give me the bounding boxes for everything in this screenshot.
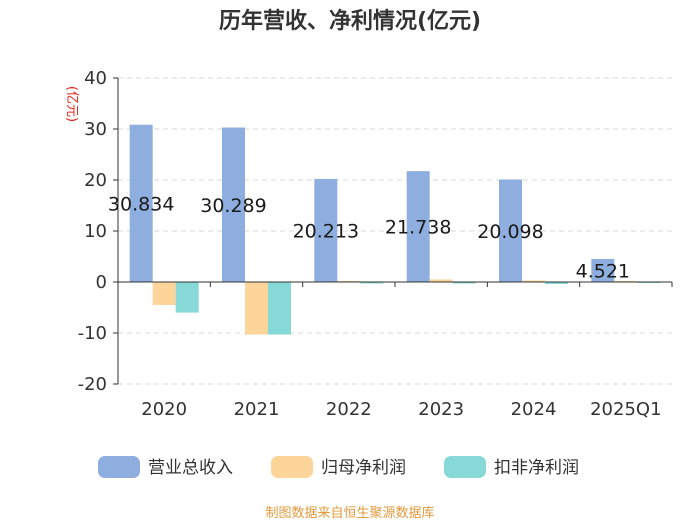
bar-2 [152, 282, 176, 305]
bar-2 [429, 279, 453, 282]
legend-label: 营业总收入 [148, 458, 233, 478]
data-labels: 30.834 30.289 20.213 21.738 20.098 4.521 [108, 193, 630, 282]
data-label: 30.834 [108, 193, 174, 215]
y-tick-label: 30 [84, 119, 107, 140]
x-tick-label: 2025Q1 [590, 399, 661, 420]
legend-swatch [444, 456, 486, 478]
bar-2 [614, 280, 638, 282]
legend-swatch [271, 456, 313, 478]
bar-3 [545, 282, 568, 285]
y-axis-unit: (亿元) [64, 86, 79, 122]
y-tick-label: 20 [84, 170, 107, 191]
y-tick-label: 0 [96, 272, 107, 293]
data-label: 4.521 [576, 260, 630, 282]
data-label: 21.738 [385, 217, 451, 239]
bar-2 [337, 280, 361, 282]
y-tick-label: -10 [78, 323, 107, 344]
bar-3 [452, 282, 476, 284]
legend-label: 归母净利润 [321, 458, 406, 478]
bars [129, 124, 661, 335]
bar-1 [314, 178, 338, 282]
x-tick-label: 2022 [326, 399, 372, 420]
bar-1 [499, 179, 522, 282]
bar-2 [245, 282, 268, 335]
data-label: 20.213 [293, 220, 359, 242]
y-tick-label: 40 [84, 68, 107, 89]
legend: 营业总收入 归母净利润 扣非净利润 [98, 456, 579, 478]
bar-3 [360, 282, 384, 284]
data-label: 20.098 [477, 221, 543, 243]
axes [117, 78, 673, 384]
data-label: 30.289 [200, 195, 266, 217]
x-axis-ticks: 2020 2021 2022 2023 2024 2025Q1 [141, 399, 661, 420]
bar-2 [522, 280, 545, 282]
x-tick-label: 2021 [234, 399, 280, 420]
bar-3 [637, 282, 661, 284]
bar-3 [175, 282, 199, 313]
bar-1 [406, 171, 430, 282]
x-tick-label: 2024 [511, 399, 557, 420]
bar-3 [268, 282, 291, 335]
x-tick-label: 2023 [418, 399, 464, 420]
chart-title: 历年营收、净利情况(亿元) [219, 8, 481, 34]
y-tick-label: 10 [84, 221, 107, 242]
bar-1 [591, 258, 615, 282]
bar-1 [129, 124, 153, 282]
bar-1 [222, 127, 245, 283]
legend-label: 扣非净利润 [494, 458, 579, 478]
y-axis-ticks: 40 30 20 10 0 -10 -20 [78, 68, 118, 395]
y-tick-label: -20 [78, 374, 107, 395]
source-note: 制图数据来自恒生聚源数据库 [265, 505, 434, 521]
legend-swatch [98, 456, 140, 478]
x-tick-label: 2020 [141, 399, 187, 420]
